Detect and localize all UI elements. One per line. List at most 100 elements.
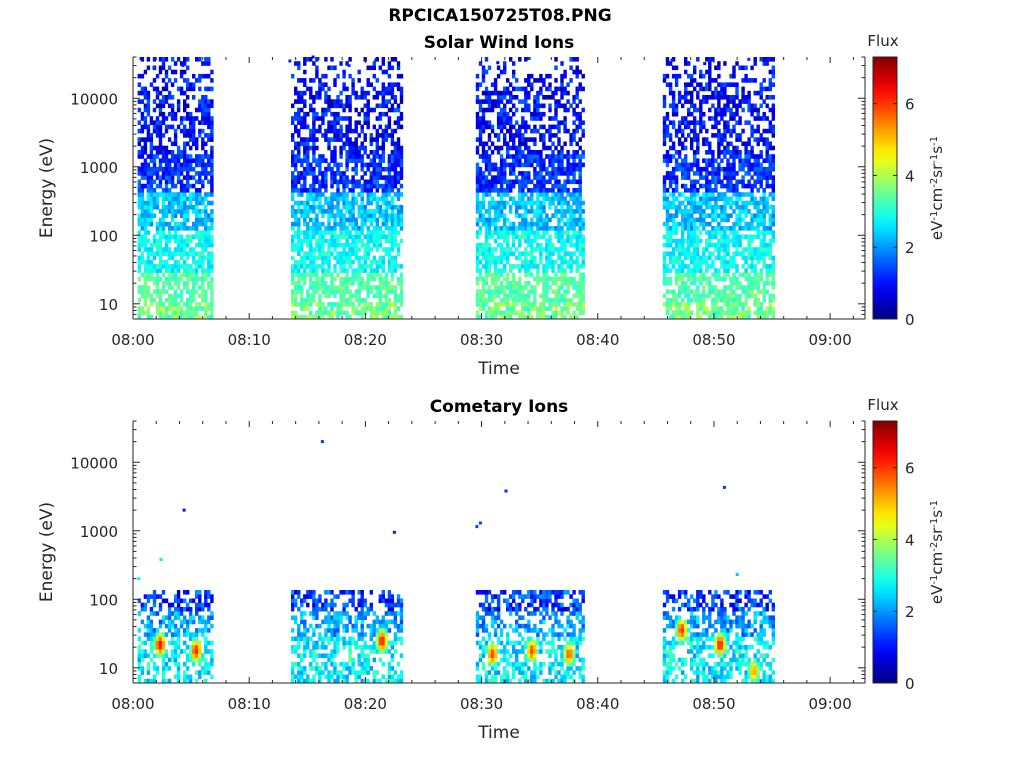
spectrogram-cell xyxy=(399,95,404,100)
spectrogram-cell xyxy=(300,192,304,197)
spectrogram-cell xyxy=(204,95,208,100)
spectrogram-cell xyxy=(575,154,579,159)
spectrogram-cell xyxy=(560,242,564,248)
spectrogram-cell xyxy=(152,251,157,256)
spectrogram-cell xyxy=(687,289,691,294)
spectrogram-cell xyxy=(533,285,537,290)
spectrogram-cell xyxy=(195,196,199,202)
spectrogram-cell xyxy=(396,247,401,252)
spectrogram-cell xyxy=(717,268,721,273)
spectrogram-cell xyxy=(143,137,148,142)
spectrogram-cell xyxy=(699,103,703,109)
spectrogram-cell xyxy=(536,78,540,83)
spectrogram-cell xyxy=(729,259,733,265)
spectrogram-cell xyxy=(158,230,163,235)
spectrogram-cell xyxy=(493,103,498,109)
spectrogram-cell xyxy=(496,111,501,117)
spectrogram-cell xyxy=(164,162,169,168)
spectrogram-cell xyxy=(668,158,673,163)
spectrogram-cell xyxy=(294,166,298,172)
spectrogram-cell xyxy=(681,209,685,214)
spectrogram-cell xyxy=(333,124,337,130)
spectrogram-cell xyxy=(333,192,337,197)
spectrogram-cell xyxy=(198,314,202,320)
spectrogram-cell xyxy=(164,188,169,193)
spectrogram-cell xyxy=(390,65,395,71)
spectrogram-cell xyxy=(518,133,522,138)
spectrogram-cell xyxy=(375,188,379,193)
spectrogram-cell xyxy=(729,314,733,320)
spectrogram-cell xyxy=(146,166,151,172)
spectrogram-cell xyxy=(348,204,352,210)
spectrogram-cell xyxy=(336,213,340,218)
spectrogram-cell xyxy=(539,247,543,252)
spectrogram-cell xyxy=(330,57,334,62)
spectrogram-cell xyxy=(684,226,688,231)
spectrogram-cell xyxy=(315,238,319,244)
spectrogram-cell xyxy=(179,255,184,261)
spectrogram-cell xyxy=(693,78,697,83)
spectrogram-cell xyxy=(204,289,208,294)
spectrogram-cell xyxy=(687,264,691,269)
spectrogram-cell xyxy=(387,179,392,185)
spectrogram-cell xyxy=(671,221,676,227)
spectrogram-cell xyxy=(662,268,667,273)
spectrogram-cell xyxy=(671,124,676,130)
spectrogram-cell xyxy=(478,259,483,265)
spectrogram-cell xyxy=(475,217,480,223)
spectrogram-cell xyxy=(548,314,552,320)
spectrogram-cell xyxy=(300,137,304,142)
spectrogram-cell xyxy=(539,171,543,176)
spectrogram-cell xyxy=(723,213,727,218)
spectrogram-cell xyxy=(189,183,193,189)
spectrogram-cell xyxy=(303,158,307,163)
spectrogram-cell xyxy=(396,162,401,168)
spectrogram-cell xyxy=(363,179,367,185)
spectrogram-cell xyxy=(747,150,751,155)
spectrogram-cell xyxy=(170,293,175,299)
spectrogram-cell xyxy=(167,285,172,290)
spectrogram-cell xyxy=(557,158,561,163)
spectrogram-cell xyxy=(309,196,313,202)
spectrogram-cell xyxy=(696,289,700,294)
spectrogram-cell xyxy=(503,255,507,261)
spectrogram-cell xyxy=(509,90,513,96)
spectrogram-cell xyxy=(306,150,310,155)
spectrogram-cell xyxy=(536,162,540,168)
spectrogram-cell xyxy=(475,188,480,193)
spectrogram-cell xyxy=(161,65,166,71)
spectrogram-cell xyxy=(578,204,582,210)
spectrogram-cell xyxy=(312,124,316,130)
spectrogram-cell xyxy=(204,150,208,155)
spectrogram-cell xyxy=(294,175,298,180)
spectrogram-cell xyxy=(207,255,211,261)
spectrogram-cell xyxy=(714,95,718,100)
spectrogram-cell xyxy=(557,99,561,104)
spectrogram-cell xyxy=(690,179,694,185)
spectrogram-cell xyxy=(481,78,486,83)
spectrogram-cell xyxy=(207,120,211,125)
spectrogram-cell xyxy=(210,234,214,240)
spectrogram-cell xyxy=(732,154,736,159)
spectrogram-cell xyxy=(684,209,688,214)
spectrogram-cell xyxy=(369,183,373,189)
spectrogram-cell xyxy=(369,221,373,227)
spectrogram-cell xyxy=(677,154,682,159)
spectrogram-cell xyxy=(684,99,688,104)
spectrogram-cell xyxy=(179,297,184,303)
spectrogram-cell xyxy=(518,204,522,210)
spectrogram-cell xyxy=(484,158,489,163)
spectrogram-cell xyxy=(702,289,706,294)
spectrogram-cell xyxy=(384,221,389,227)
spectrogram-cell xyxy=(684,116,688,121)
spectrogram-cell xyxy=(207,103,211,109)
spectrogram-cell xyxy=(735,179,739,185)
spectrogram-cell xyxy=(179,61,184,66)
spectrogram-cell xyxy=(484,234,489,240)
spectrogram-cell xyxy=(173,289,178,294)
spectrogram-cell xyxy=(306,293,310,299)
spectrogram-cell xyxy=(503,217,507,223)
spectrogram-cell xyxy=(518,154,522,159)
spectrogram-cell xyxy=(198,234,202,240)
spectrogram-cell xyxy=(735,188,739,193)
